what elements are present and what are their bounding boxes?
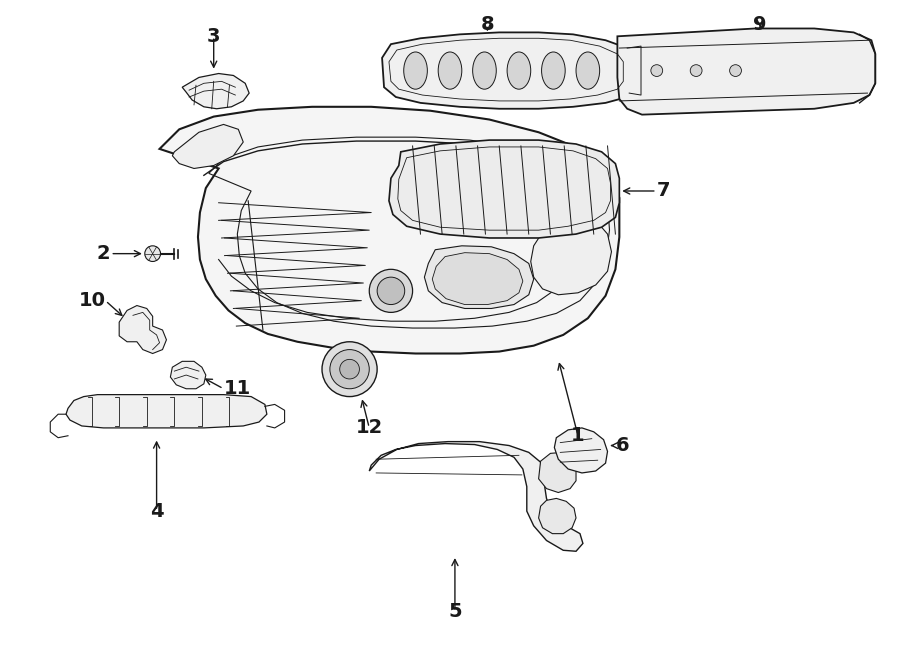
Text: 5: 5: [448, 602, 462, 621]
Polygon shape: [432, 253, 523, 305]
Ellipse shape: [576, 52, 599, 89]
Circle shape: [322, 342, 377, 397]
Polygon shape: [119, 305, 166, 354]
Ellipse shape: [542, 52, 565, 89]
Circle shape: [369, 269, 412, 313]
Ellipse shape: [507, 52, 531, 89]
Circle shape: [330, 350, 369, 389]
Polygon shape: [159, 107, 619, 354]
Circle shape: [339, 360, 359, 379]
Polygon shape: [617, 28, 876, 114]
Text: 11: 11: [223, 379, 251, 398]
Ellipse shape: [404, 52, 428, 89]
Text: 7: 7: [657, 182, 670, 200]
Text: 6: 6: [616, 436, 629, 455]
Circle shape: [690, 65, 702, 77]
Circle shape: [651, 65, 662, 77]
Polygon shape: [182, 73, 249, 109]
Polygon shape: [425, 246, 534, 309]
Text: 9: 9: [753, 15, 767, 34]
Polygon shape: [382, 32, 635, 109]
Circle shape: [377, 277, 405, 305]
Polygon shape: [66, 395, 267, 428]
Polygon shape: [369, 442, 583, 551]
Text: 3: 3: [207, 27, 220, 46]
Text: 1: 1: [572, 426, 585, 446]
Ellipse shape: [472, 52, 496, 89]
Circle shape: [730, 65, 742, 77]
Polygon shape: [538, 498, 576, 533]
Polygon shape: [170, 362, 206, 389]
Text: 12: 12: [356, 418, 382, 438]
Text: 2: 2: [96, 244, 111, 263]
Text: 10: 10: [78, 291, 105, 310]
Text: 8: 8: [481, 15, 494, 34]
Polygon shape: [538, 452, 576, 492]
Polygon shape: [554, 428, 608, 473]
Ellipse shape: [438, 52, 462, 89]
Polygon shape: [173, 124, 243, 169]
Text: 4: 4: [149, 502, 164, 521]
Polygon shape: [389, 140, 619, 238]
Circle shape: [145, 246, 160, 262]
Polygon shape: [531, 208, 611, 295]
